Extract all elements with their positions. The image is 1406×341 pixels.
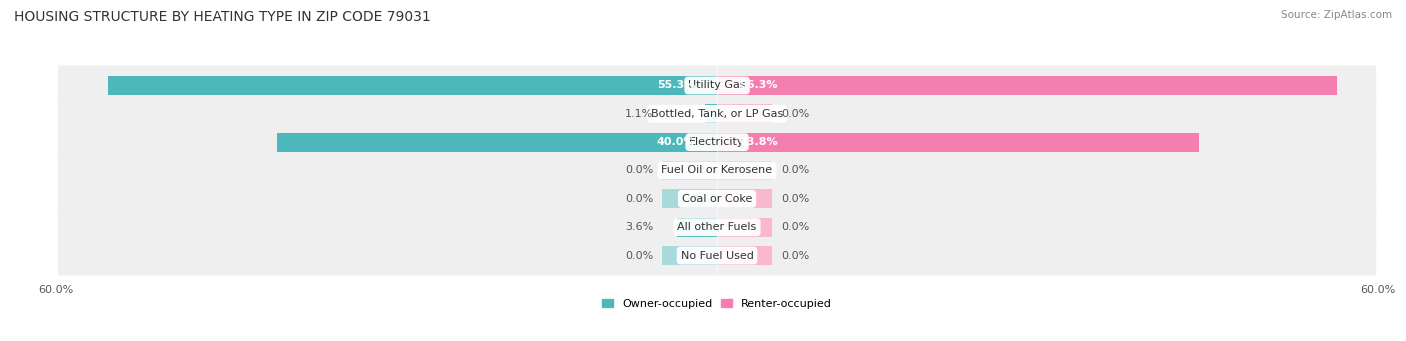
- Text: 0.0%: 0.0%: [624, 194, 654, 204]
- Bar: [662, 189, 717, 208]
- Text: 0.0%: 0.0%: [780, 222, 810, 232]
- FancyBboxPatch shape: [58, 150, 1376, 191]
- FancyBboxPatch shape: [58, 94, 1376, 134]
- Bar: [662, 161, 717, 180]
- Text: Electricity: Electricity: [689, 137, 745, 147]
- Text: 40.0%: 40.0%: [657, 137, 695, 147]
- Text: Fuel Oil or Kerosene: Fuel Oil or Kerosene: [661, 165, 773, 176]
- Text: All other Fuels: All other Fuels: [678, 222, 756, 232]
- Text: No Fuel Used: No Fuel Used: [681, 251, 754, 261]
- Text: Bottled, Tank, or LP Gas: Bottled, Tank, or LP Gas: [651, 109, 783, 119]
- Bar: [717, 246, 772, 265]
- Text: Utility Gas: Utility Gas: [689, 80, 745, 90]
- Text: 55.3%: 55.3%: [657, 80, 695, 90]
- FancyBboxPatch shape: [58, 179, 1376, 219]
- Bar: [717, 189, 772, 208]
- Text: 0.0%: 0.0%: [780, 165, 810, 176]
- Text: 43.8%: 43.8%: [740, 137, 778, 147]
- Text: 3.6%: 3.6%: [624, 222, 654, 232]
- FancyBboxPatch shape: [58, 122, 1376, 162]
- Text: 1.1%: 1.1%: [624, 109, 654, 119]
- Bar: [717, 76, 1337, 95]
- Text: 56.3%: 56.3%: [740, 80, 778, 90]
- Bar: [678, 218, 717, 237]
- Bar: [704, 104, 717, 123]
- Text: 0.0%: 0.0%: [780, 109, 810, 119]
- FancyBboxPatch shape: [58, 235, 1376, 276]
- Text: Source: ZipAtlas.com: Source: ZipAtlas.com: [1281, 10, 1392, 20]
- Text: 0.0%: 0.0%: [780, 251, 810, 261]
- Text: HOUSING STRUCTURE BY HEATING TYPE IN ZIP CODE 79031: HOUSING STRUCTURE BY HEATING TYPE IN ZIP…: [14, 10, 430, 24]
- FancyBboxPatch shape: [58, 65, 1376, 106]
- Bar: [717, 104, 772, 123]
- Bar: [277, 133, 717, 152]
- Bar: [717, 133, 1199, 152]
- Text: 0.0%: 0.0%: [780, 194, 810, 204]
- Text: 0.0%: 0.0%: [624, 165, 654, 176]
- Legend: Owner-occupied, Renter-occupied: Owner-occupied, Renter-occupied: [598, 294, 837, 313]
- Text: 0.0%: 0.0%: [624, 251, 654, 261]
- Bar: [717, 218, 772, 237]
- Bar: [717, 161, 772, 180]
- Text: Coal or Coke: Coal or Coke: [682, 194, 752, 204]
- Bar: [662, 246, 717, 265]
- FancyBboxPatch shape: [58, 207, 1376, 247]
- Bar: [108, 76, 717, 95]
